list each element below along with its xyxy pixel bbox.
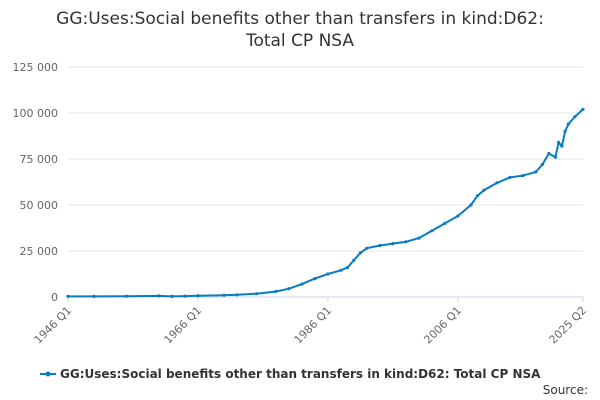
- y-tick-label: 0: [51, 291, 58, 304]
- y-tick-label: 50 000: [20, 199, 59, 212]
- data-point[interactable]: [456, 214, 460, 218]
- data-point[interactable]: [196, 294, 200, 298]
- data-point[interactable]: [581, 107, 585, 111]
- data-point[interactable]: [547, 151, 551, 156]
- data-point[interactable]: [534, 170, 538, 174]
- chart-title-line-2: Total CP NSA: [245, 31, 354, 51]
- data-point[interactable]: [157, 294, 161, 298]
- data-point[interactable]: [124, 294, 129, 298]
- y-tick-label: 125 000: [13, 61, 59, 74]
- x-axis-tick-labels: 1946 Q1 1966 Q1 1986 Q1 2006 Q1 2025 Q2: [32, 297, 590, 347]
- x-tick-label: 1966 Q1: [162, 304, 205, 347]
- data-point[interactable]: [66, 294, 70, 298]
- x-tick-label: 2006 Q1: [421, 304, 464, 347]
- data-point[interactable]: [566, 122, 571, 126]
- data-point[interactable]: [417, 236, 421, 240]
- data-point[interactable]: [553, 155, 558, 159]
- x-tick-label: 2025 Q2: [547, 304, 590, 347]
- x-tick-label: 1946 Q1: [32, 304, 75, 347]
- data-point[interactable]: [222, 293, 226, 297]
- data-point[interactable]: [508, 175, 512, 179]
- data-point[interactable]: [378, 243, 382, 248]
- data-point[interactable]: [326, 272, 330, 276]
- data-point[interactable]: [443, 221, 447, 225]
- y-axis-tick-labels: 0 25 000 50 000 75 000 100 000 125 000: [13, 61, 59, 304]
- data-point[interactable]: [92, 294, 96, 298]
- y-tick-label: 100 000: [13, 107, 59, 120]
- data-point[interactable]: [345, 266, 349, 270]
- series-line[interactable]: [68, 108, 584, 298]
- data-point[interactable]: [235, 293, 239, 297]
- data-point[interactable]: [313, 277, 317, 281]
- data-point[interactable]: [495, 181, 499, 185]
- data-point[interactable]: [573, 115, 577, 119]
- x-tick-label: 1986 Q1: [292, 304, 335, 347]
- data-point[interactable]: [430, 229, 434, 233]
- data-point[interactable]: [300, 282, 304, 286]
- y-tick-label: 75 000: [20, 153, 59, 166]
- data-point[interactable]: [274, 289, 278, 294]
- data-point[interactable]: [358, 251, 362, 255]
- data-point[interactable]: [560, 144, 564, 148]
- data-point[interactable]: [557, 140, 561, 144]
- data-point[interactable]: [183, 294, 187, 298]
- series-layer: [66, 107, 585, 298]
- data-point[interactable]: [287, 287, 291, 291]
- y-tick-label: 25 000: [20, 245, 59, 258]
- legend-marker-icon: [45, 371, 51, 377]
- chart-title-line-1: GG:Uses:Social benefits other than trans…: [56, 9, 544, 29]
- data-point[interactable]: [540, 162, 545, 167]
- data-point[interactable]: [469, 203, 473, 207]
- grid-lines: [68, 66, 583, 298]
- legend-label: GG:Uses:Social benefits other than trans…: [60, 367, 541, 381]
- data-point[interactable]: [521, 174, 525, 178]
- data-point[interactable]: [339, 268, 343, 272]
- data-point[interactable]: [254, 292, 259, 296]
- data-point[interactable]: [404, 240, 408, 244]
- source-label: Source:: [543, 383, 588, 397]
- data-point[interactable]: [475, 194, 479, 198]
- data-point[interactable]: [563, 129, 567, 133]
- legend[interactable]: GG:Uses:Social benefits other than trans…: [40, 367, 541, 381]
- data-point[interactable]: [365, 246, 369, 250]
- data-point[interactable]: [482, 188, 486, 192]
- data-point[interactable]: [391, 242, 395, 246]
- data-point[interactable]: [352, 258, 356, 262]
- data-point[interactable]: [170, 294, 174, 298]
